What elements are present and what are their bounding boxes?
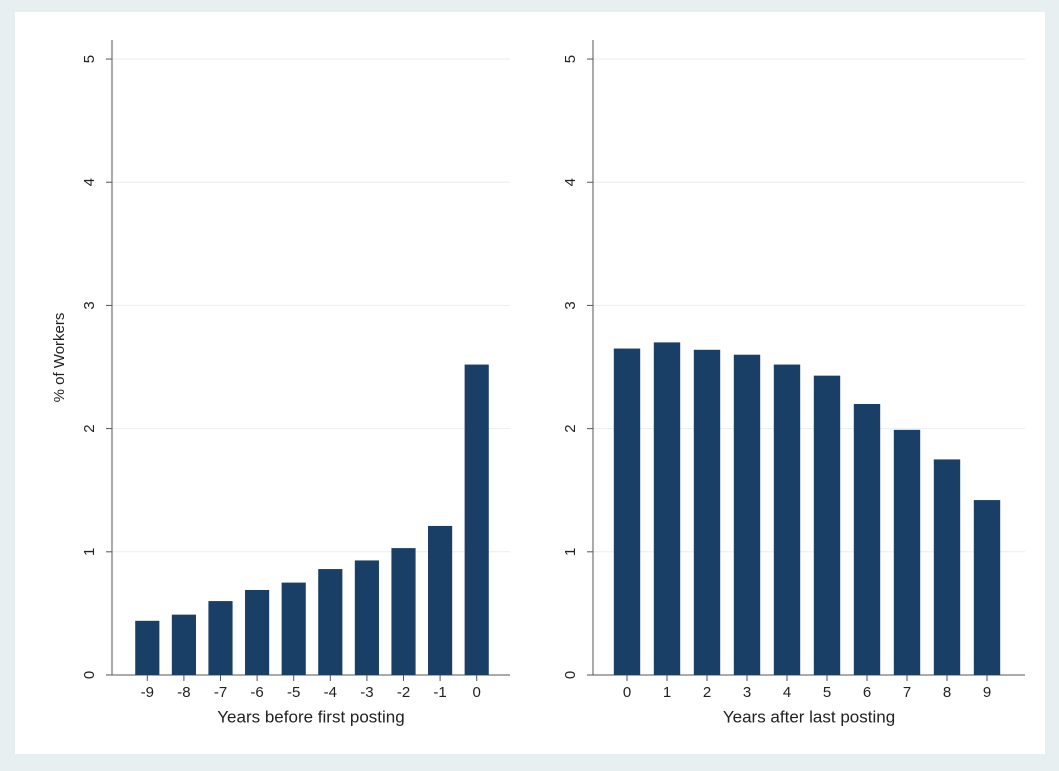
bar <box>733 354 761 675</box>
bar <box>853 403 881 675</box>
y-tick-label: 5 <box>562 55 579 63</box>
y-tick-label: 2 <box>81 424 98 432</box>
x-tick-label: -5 <box>287 684 300 701</box>
y-tick-label: 1 <box>562 548 579 556</box>
bar <box>813 375 841 675</box>
y-tick-label: 1 <box>81 548 98 556</box>
bar <box>171 614 196 675</box>
y-tick-label: 4 <box>81 178 98 186</box>
x-tick-label: 1 <box>663 684 671 701</box>
x-tick-label: 6 <box>863 684 871 701</box>
x-tick-label: 2 <box>703 684 711 701</box>
y-tick-label: 2 <box>562 424 579 432</box>
bar <box>135 620 160 675</box>
x-tick-label: 4 <box>783 684 791 701</box>
y-tick-label: 3 <box>81 301 98 309</box>
x-tick-label: 9 <box>983 684 991 701</box>
x-tick-label: 7 <box>903 684 911 701</box>
x-axis-label: Years before first posting <box>217 707 404 726</box>
bar <box>613 348 641 675</box>
x-tick-label: -6 <box>250 684 263 701</box>
y-tick-label: 4 <box>562 178 579 186</box>
x-tick-label: -9 <box>141 684 154 701</box>
x-tick-label: 0 <box>473 684 481 701</box>
x-axis-label: Years after last posting <box>723 707 895 726</box>
x-tick-label: -7 <box>214 684 227 701</box>
bar <box>893 429 921 675</box>
x-tick-label: -2 <box>397 684 410 701</box>
bar <box>973 500 1001 675</box>
y-tick-label: 0 <box>562 671 579 679</box>
bar <box>464 364 489 675</box>
bar <box>428 525 453 675</box>
x-tick-label: -4 <box>324 684 337 701</box>
x-tick-label: 0 <box>623 684 631 701</box>
bar <box>281 582 306 675</box>
x-tick-label: 3 <box>743 684 751 701</box>
bar <box>391 548 416 675</box>
x-tick-label: -3 <box>360 684 373 701</box>
bar <box>354 560 379 675</box>
bar <box>693 349 721 675</box>
bar <box>653 342 681 675</box>
bar <box>933 459 961 675</box>
bar <box>245 589 270 675</box>
x-tick-label: -8 <box>177 684 190 701</box>
bar <box>208 601 233 675</box>
x-tick-label: -1 <box>433 684 446 701</box>
x-tick-label: 5 <box>823 684 831 701</box>
plot-background <box>15 12 1045 754</box>
y-axis-label: % of Workers <box>51 313 68 403</box>
bar <box>773 364 801 675</box>
y-tick-label: 5 <box>81 55 98 63</box>
y-tick-label: 0 <box>81 671 98 679</box>
y-tick-label: 3 <box>562 301 579 309</box>
bar <box>318 569 343 675</box>
x-tick-label: 8 <box>943 684 951 701</box>
